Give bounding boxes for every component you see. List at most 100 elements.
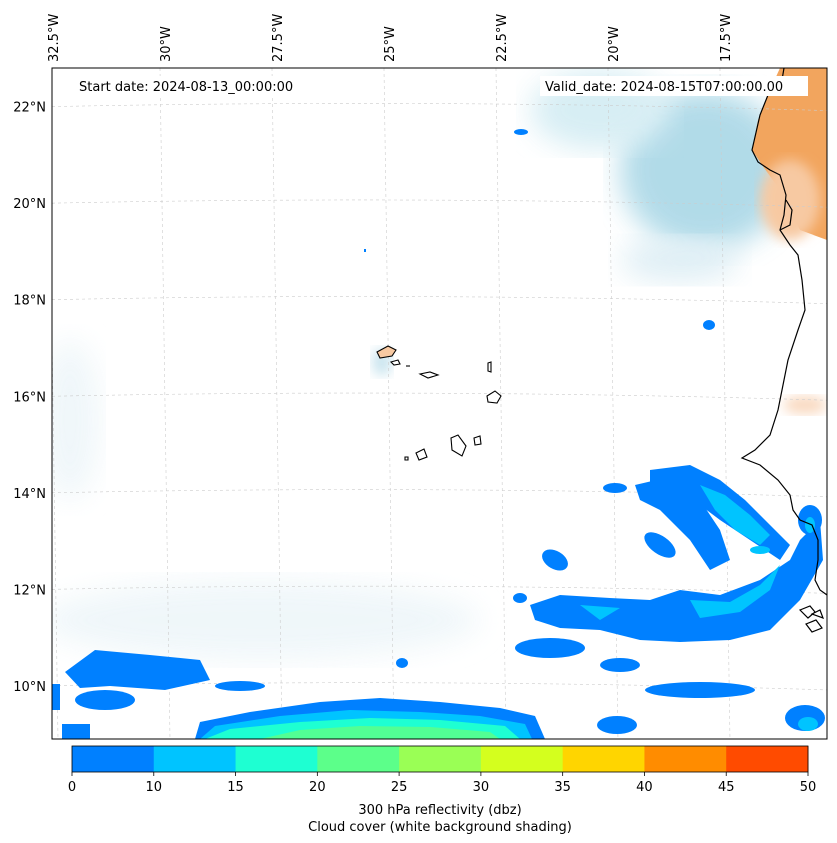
land-shading-fringe — [760, 160, 820, 240]
colorbar-swatch — [235, 746, 318, 772]
parallel-line — [52, 296, 827, 305]
parallel-line — [52, 585, 827, 594]
colorbar-tick-label: 50 — [800, 780, 817, 795]
reflectivity-southwest-bottom — [62, 724, 90, 739]
colorbar-tick-label: 10 — [146, 780, 163, 795]
reflectivity-patch-mid — [396, 658, 408, 668]
colorbar-swatch — [153, 746, 237, 772]
island-sal — [487, 361, 492, 373]
meridian-line — [383, 68, 395, 739]
coastline-africa — [740, 68, 827, 596]
parallel-line — [52, 392, 827, 401]
island-santiago — [450, 434, 467, 457]
longitude-label: 30°W — [159, 26, 174, 62]
map-panel: Start date: 2024-08-13_00:00:00 Valid_da… — [51, 67, 828, 740]
reflectivity-arm-east — [635, 478, 730, 570]
reflectivity-patch-west-c — [215, 681, 265, 691]
colorbar-tick-label: 30 — [473, 780, 490, 795]
longitude-label: 22.5°W — [495, 14, 510, 62]
colorbar-border — [71, 745, 809, 773]
colorbar-swatch — [562, 746, 645, 772]
longitude-label: 20°W — [607, 26, 622, 62]
meridian-line — [159, 68, 171, 739]
meridian-line — [271, 68, 283, 739]
reflectivity-blob-b — [542, 549, 568, 571]
reflectivity-patch-west-a — [65, 650, 210, 690]
valid-date-label: Valid_date: 2024-08-15T07:00:00.00 — [545, 80, 783, 95]
reflectivity-blob-m — [750, 546, 770, 554]
colorbar-swatch — [644, 746, 727, 772]
colorbar-swatch — [726, 746, 809, 772]
colorbar-swatch — [399, 746, 482, 772]
colorbar-tick-label: 15 — [227, 780, 244, 795]
coastlines — [740, 68, 827, 633]
meridian-line — [52, 316, 59, 739]
longitude-label: 17.5°W — [719, 14, 734, 62]
colorbar-swatches — [72, 746, 809, 772]
map-border — [51, 67, 828, 740]
colorbar: 0 10 15 20 25 30 35 40 45 50 300 hPa reflectivity… — [68, 745, 816, 835]
latitude-label: 10°N — [13, 680, 46, 695]
colorbar-tick-label: 45 — [718, 780, 735, 795]
reflectivity-blob-f — [600, 658, 640, 672]
land-shading-coast-patch — [783, 396, 827, 414]
reflectivity-blob-j — [703, 320, 715, 330]
island-sao-vicente — [389, 359, 401, 366]
colorbar-label-line1: 300 hPa reflectivity (dbz) — [358, 803, 521, 818]
reflectivity-blob-h-10 — [798, 717, 818, 731]
reflectivity-blob-n-10 — [805, 517, 815, 533]
reflectivity-band-south-20 — [260, 726, 500, 739]
meridian-line — [495, 68, 507, 739]
island-sao-nicolau — [418, 371, 440, 379]
start-date-label: Start date: 2024-08-13_00:00:00 — [79, 80, 293, 95]
reflectivity-blob-c — [513, 593, 527, 603]
latitude-labels: 22°N 20°N 18°N 16°N 14°N 12°N 10°N — [13, 101, 46, 695]
longitude-label: 25°W — [383, 26, 398, 62]
reflectivity-blob-e — [515, 638, 585, 658]
reflectivity-field — [52, 129, 825, 739]
parallel-line — [52, 489, 827, 498]
parallel-line — [52, 199, 827, 208]
reflectivity-blob-k — [514, 129, 528, 135]
reflectivity-patch-west-edge — [52, 684, 60, 710]
cloud-haze-west — [52, 340, 100, 500]
colorbar-ticks: 0 10 15 20 25 30 35 40 45 50 — [68, 772, 816, 795]
colorbar-label-line2: Cloud cover (white background shading) — [308, 820, 572, 835]
cape-verde-islands — [376, 345, 502, 461]
latitude-label: 20°N — [13, 197, 46, 212]
parallel-line — [52, 103, 827, 111]
colorbar-tick-label: 25 — [391, 780, 408, 795]
reflectivity-complex-southeast-10 — [580, 565, 780, 620]
latitude-label: 22°N — [13, 101, 46, 116]
island-brava — [404, 456, 409, 461]
reflectivity-blob-i — [597, 716, 637, 734]
latitude-label: 14°N — [13, 487, 46, 502]
reflectivity-blob-a — [644, 532, 676, 558]
island-maio — [473, 435, 482, 446]
longitude-label: 32.5°W — [47, 14, 62, 62]
colorbar-tick-label: 40 — [636, 780, 653, 795]
reflectivity-blob-d — [603, 483, 627, 493]
island-santo-antao — [376, 345, 397, 359]
reflectivity-blob-l — [364, 249, 366, 252]
colorbar-tick-label: 20 — [309, 780, 326, 795]
colorbar-swatch — [317, 746, 400, 772]
latitude-label: 12°N — [13, 583, 46, 598]
coastline-bissau-islands — [798, 605, 825, 633]
island-boa-vista — [486, 390, 502, 404]
cloud-haze-south — [52, 580, 480, 660]
coastline-africa-detail — [779, 199, 793, 231]
latitude-label: 18°N — [13, 294, 46, 309]
reflectivity-patch-west-b — [75, 690, 135, 710]
island-fogo — [415, 448, 428, 461]
reflectivity-ridge-east-10 — [700, 485, 770, 545]
colorbar-tick-label: 35 — [554, 780, 571, 795]
reflectivity-blob-g — [645, 682, 755, 698]
latitude-label: 16°N — [13, 390, 46, 405]
start-date-label-box — [75, 76, 315, 96]
colorbar-tick-label: 0 — [68, 780, 76, 795]
colorbar-swatch — [480, 746, 564, 772]
land-shading — [752, 68, 827, 414]
valid-date-label-box — [540, 76, 808, 96]
